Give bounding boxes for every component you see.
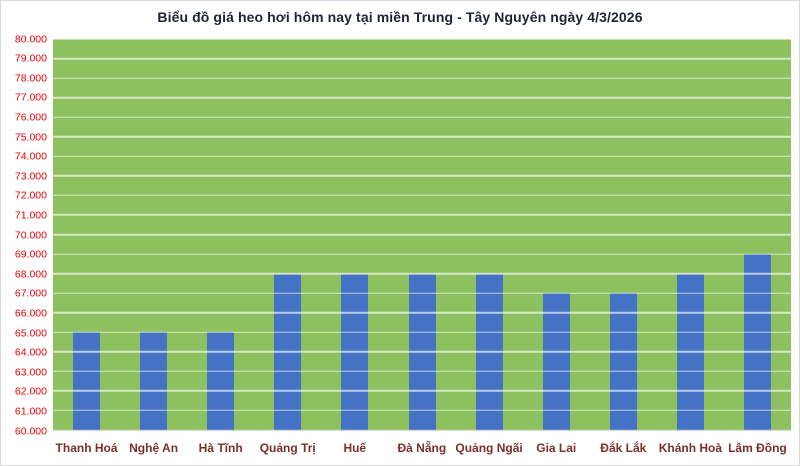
y-tick-label: 67.000 [14, 287, 47, 300]
gridline [53, 38, 791, 40]
bar [73, 332, 101, 430]
y-tick-label: 76.000 [14, 111, 47, 124]
bar-slot [523, 39, 590, 430]
chart-title: Biểu đồ giá heo hơi hôm nay tại miền Tru… [157, 9, 643, 25]
bar-slot [590, 39, 657, 430]
y-tick-label: 68.000 [14, 267, 47, 280]
gridline [53, 331, 791, 333]
gridline [53, 136, 791, 138]
bar [542, 293, 570, 430]
x-tick-label: Quảng Ngãi [455, 441, 523, 455]
gridline [53, 116, 791, 118]
gridline [53, 233, 791, 236]
y-tick-label: 77.000 [14, 91, 47, 104]
y-tick-label: 72.000 [14, 189, 47, 202]
bar [609, 293, 637, 430]
y-axis: 80.000 79.000 78.000 77.000 76.000 75.000 74.0… [1, 34, 53, 436]
bar-slot [53, 39, 120, 430]
x-tick-label: Khánh Hoà [658, 441, 723, 455]
x-tick-label: Gia Lai [536, 441, 577, 455]
gridline [53, 429, 791, 431]
x-tick-label: Đắk Lắk [600, 441, 647, 455]
gridline [53, 155, 791, 158]
y-tick-label: 70.000 [14, 228, 47, 241]
x-tick-label: Thanh Hoá [55, 441, 118, 455]
gridline [53, 253, 791, 255]
y-tick-label: 62.000 [14, 385, 47, 398]
x-tick-label: Huế [343, 441, 367, 455]
gridline [53, 311, 791, 314]
gridline [53, 272, 791, 275]
gridline [53, 194, 791, 197]
gridline [53, 292, 791, 294]
x-tick-label: Hà Tĩnh [198, 441, 243, 455]
gridline [53, 409, 791, 412]
y-tick-label: 69.000 [14, 248, 47, 261]
bar-slot [724, 39, 791, 430]
y-tick-label: 71.000 [14, 209, 47, 222]
y-tick-label: 75.000 [14, 130, 47, 143]
gridline [53, 370, 791, 373]
y-tick-label: 66.000 [14, 307, 47, 320]
bar [743, 254, 771, 430]
x-tick-label: Lâm Đồng [728, 441, 787, 455]
y-tick-label: 61.000 [14, 405, 47, 418]
y-tick-label: 79.000 [14, 52, 47, 65]
y-tick-label: 74.000 [14, 150, 47, 163]
y-tick-label: 65.000 [14, 326, 47, 339]
x-axis: Thanh Hoá Nghệ An Hà Tĩnh Quảng Trị Huế Đà Nẵ… [53, 431, 791, 465]
bar-slot [120, 39, 187, 430]
gridline [53, 96, 791, 99]
y-tick-label: 64.000 [14, 346, 47, 359]
gridline [53, 214, 791, 216]
y-tick-label: 73.000 [14, 169, 47, 182]
gridline [53, 175, 791, 177]
bar [140, 332, 168, 430]
chart-body: 80.000 79.000 78.000 77.000 76.000 75.000 74.0… [1, 34, 791, 436]
y-tick-label: 78.000 [14, 71, 47, 84]
gridline [53, 351, 791, 353]
y-tick-label: 80.000 [14, 32, 47, 45]
bar-slot [187, 39, 254, 430]
gridline [53, 57, 791, 60]
x-tick-label: Đà Nẵng [397, 441, 447, 455]
y-tick-label: 60.000 [14, 424, 47, 437]
plot-area [53, 38, 791, 431]
gridline [53, 390, 791, 392]
gridline [53, 77, 791, 79]
x-tick-label: Nghệ An [129, 441, 179, 455]
y-tick-label: 63.000 [14, 365, 47, 378]
bar [207, 332, 235, 430]
x-tick-label: Quảng Trị [259, 441, 316, 455]
